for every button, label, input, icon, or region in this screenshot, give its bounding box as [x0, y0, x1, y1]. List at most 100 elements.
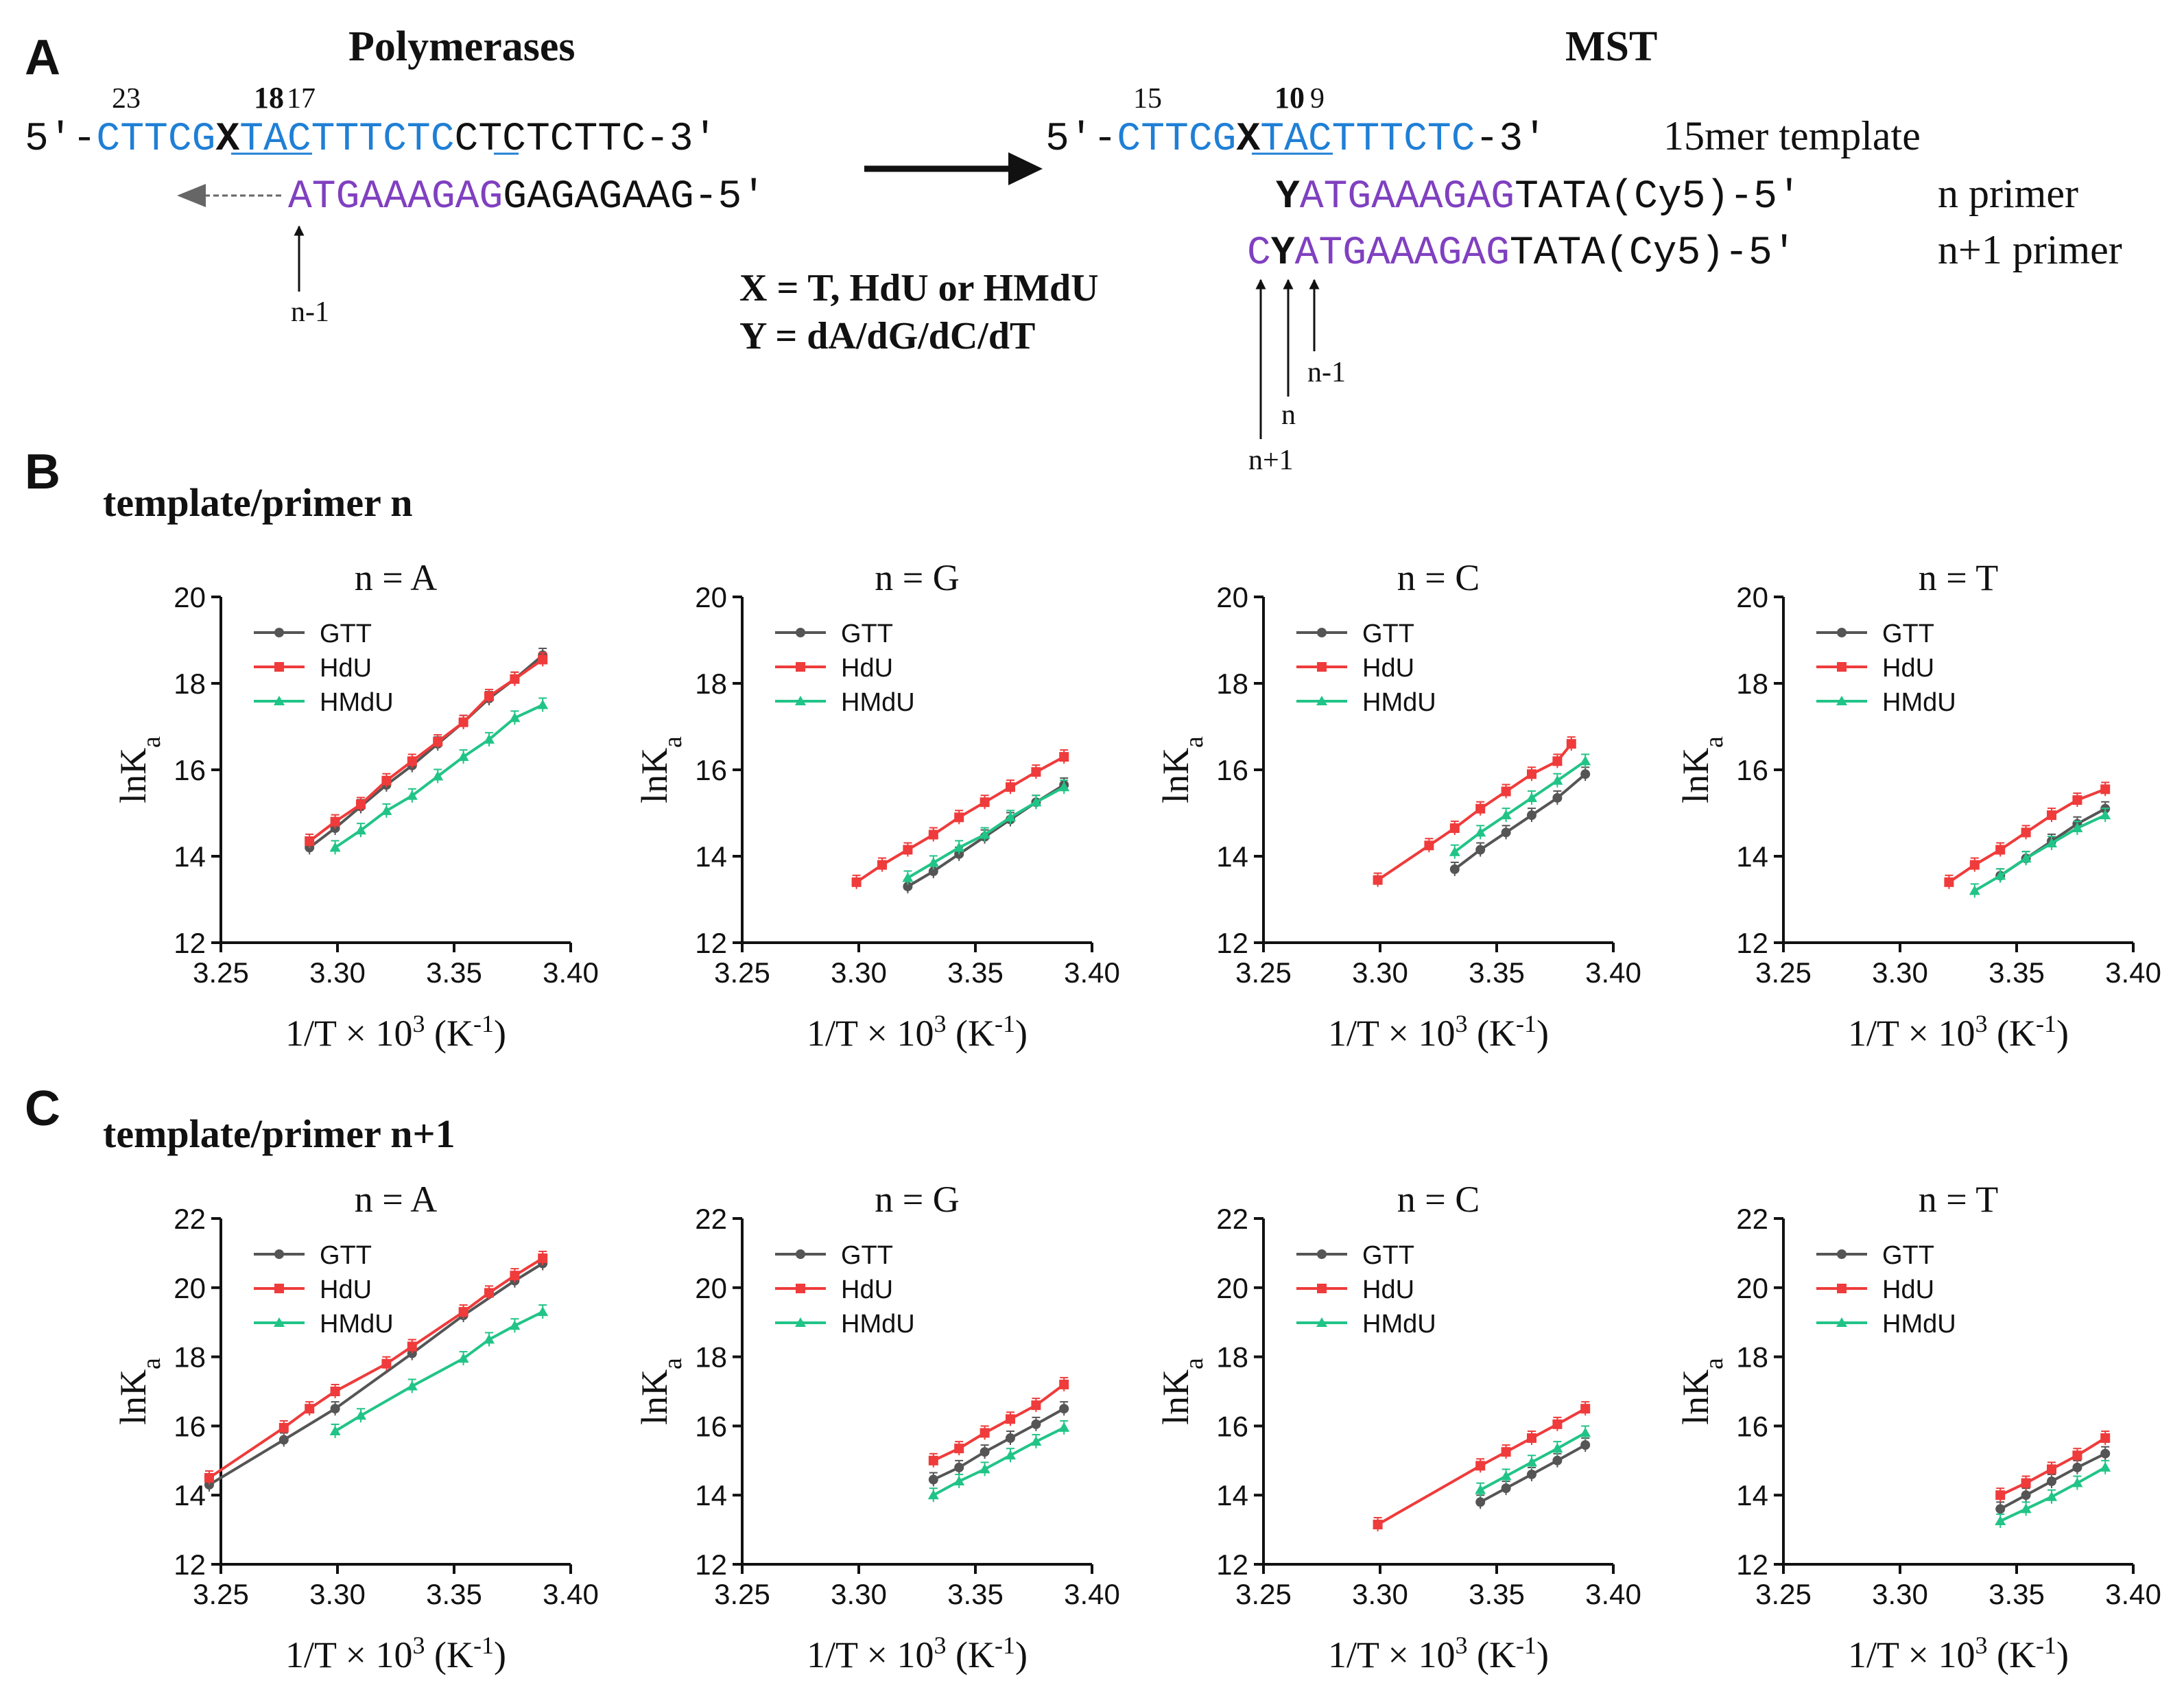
legend-hdu-marker — [796, 662, 805, 672]
hdu-point — [954, 812, 964, 823]
x-tick-label: 3.35 — [1469, 1578, 1525, 1610]
poly-template-prefix: 5'- — [25, 117, 96, 162]
x-tick-label: 3.25 — [1235, 1578, 1292, 1610]
poly-template-blue-2: TACTTTCTC — [239, 117, 454, 162]
hmdu-point — [953, 1476, 965, 1486]
hmdu-point — [1005, 1450, 1016, 1460]
legend-hmdu-label: HMdU — [1362, 1310, 1436, 1339]
y-tick-label: 20 — [1736, 581, 1768, 613]
gtt-point — [928, 1474, 938, 1485]
chart-title: n = A — [355, 557, 437, 598]
gtt-point — [1475, 1497, 1486, 1507]
hdu-point — [381, 1358, 392, 1369]
hmdu-point — [406, 1380, 418, 1391]
y-tick-label: 16 — [1736, 1410, 1768, 1442]
hdu-point — [484, 691, 494, 701]
series-hmdu — [1475, 1425, 1591, 1497]
gtt-point — [278, 1435, 289, 1445]
hmdu-point — [1030, 1436, 1042, 1446]
panel-a-label: A — [25, 30, 60, 85]
x-tick-label: 3.25 — [1755, 1578, 1812, 1610]
y-axis-label: lnKa — [634, 736, 687, 803]
legend: GTT HdU HMdU — [775, 1241, 915, 1339]
x-tick-label: 3.25 — [714, 1578, 770, 1610]
legend-hdu-label: HdU — [1882, 1275, 1934, 1304]
legend-gtt-marker — [796, 1249, 805, 1259]
hmdu-point — [2046, 1491, 2057, 1501]
poly-primer-purple: ATGAAAGAG — [288, 175, 503, 220]
hdu-point — [381, 775, 392, 786]
y-tick-label: 20 — [695, 1272, 727, 1304]
mst-n-primer-black: TATA(Cy5)-5' — [1515, 175, 1801, 220]
chart-b-3: n = C 12 14 16 18 20 3.25 3.30 3.35 3.40 1/T × 103… — [1155, 557, 1641, 1054]
legend-hdu-marker — [1317, 1284, 1327, 1293]
hdu-point — [458, 1307, 468, 1317]
x-axis-label: 1/T × 103 (K-1) — [285, 1632, 506, 1675]
hmdu-point — [1005, 812, 1016, 822]
gtt-point — [1552, 792, 1563, 803]
hmdu-point — [953, 842, 965, 852]
hmdu-point — [1969, 885, 1980, 895]
x-tick-label: 3.30 — [1352, 1578, 1408, 1610]
hmdu-point — [484, 1334, 495, 1344]
y-tick-label: 18 — [1736, 1341, 1768, 1374]
series-hmdu — [1449, 753, 1591, 859]
hdu-point — [1580, 1404, 1591, 1414]
y-tick-label: 22 — [1216, 1203, 1248, 1235]
legend-gtt-marker — [1317, 1249, 1327, 1259]
hmdu-point — [509, 712, 521, 722]
x-tick-label: 3.30 — [309, 956, 366, 989]
legend: GTT HdU HMdU — [1816, 1241, 1956, 1339]
legend-hdu-label: HdU — [1362, 654, 1414, 683]
chart-title: n = C — [1397, 1179, 1480, 1220]
gtt-point — [980, 1447, 990, 1457]
y-axis-label: lnKa — [1675, 1358, 1729, 1425]
x-tick-label: 3.40 — [543, 1578, 599, 1610]
legend-hmdu-marker — [1836, 1317, 1847, 1327]
y-tick-label: 16 — [1736, 754, 1768, 786]
series-hdu — [1373, 736, 1576, 887]
hdu-point — [305, 836, 315, 846]
hdu-point — [1031, 1400, 1041, 1411]
y-tick-label: 16 — [174, 1410, 206, 1442]
y-axis-label: lnKa — [634, 1358, 687, 1425]
y-tick-label: 14 — [1216, 840, 1248, 873]
x-tick-label: 3.30 — [309, 1578, 366, 1610]
gtt-point — [1475, 845, 1486, 855]
hdu-point — [305, 1404, 315, 1414]
hmdu-point — [1475, 1484, 1486, 1494]
legend-gtt-marker — [274, 1249, 284, 1259]
hmdu-point — [1580, 1427, 1591, 1437]
x-tick-label: 3.30 — [831, 1578, 887, 1610]
hdu-point — [1006, 1414, 1015, 1424]
chart-c-3: n = C 12 14 16 18 20 22 3.25 3.30 3.35 3.40 1/T × 1… — [1155, 1179, 1641, 1675]
hdu-point — [928, 1455, 938, 1465]
x-axis-label: 1/T × 103 (K-1) — [1328, 1632, 1549, 1675]
x-tick-label: 3.40 — [543, 956, 599, 989]
hdu-point — [1995, 845, 2006, 855]
legend-gtt-label: GTT — [1882, 620, 1934, 648]
gtt-point — [2047, 1476, 2056, 1487]
mst-n-primer-sequence: YATGAAAGAGTATA(Cy5)-5' — [1276, 175, 1801, 220]
hdu-point — [538, 1253, 548, 1263]
gtt-point — [903, 882, 913, 892]
hmdu-point — [902, 872, 914, 882]
hmdu-point — [1500, 1470, 1512, 1481]
hmdu-line — [1453, 760, 1587, 853]
y-tick-label: 16 — [695, 1410, 727, 1442]
x-tick-label: 3.25 — [1755, 956, 1812, 989]
hdu-point — [903, 845, 913, 855]
mst-n-primer-purple: ATGAAAGAG — [1300, 175, 1515, 220]
legend-hmdu-marker — [795, 1317, 806, 1327]
legend-hdu-label: HdU — [320, 1275, 372, 1304]
hdu-point — [1475, 1461, 1486, 1471]
gtt-point — [1527, 1469, 1536, 1479]
series-hmdu — [329, 697, 549, 855]
x-tick-label: 3.40 — [2105, 1578, 2161, 1610]
hmdu-point — [537, 1306, 549, 1317]
legend-hdu-label: HdU — [841, 654, 893, 683]
y-tick-label: 12 — [174, 927, 206, 959]
hmdu-point — [458, 751, 469, 762]
hmdu-point — [1995, 870, 2006, 880]
hdu-point — [877, 860, 887, 870]
